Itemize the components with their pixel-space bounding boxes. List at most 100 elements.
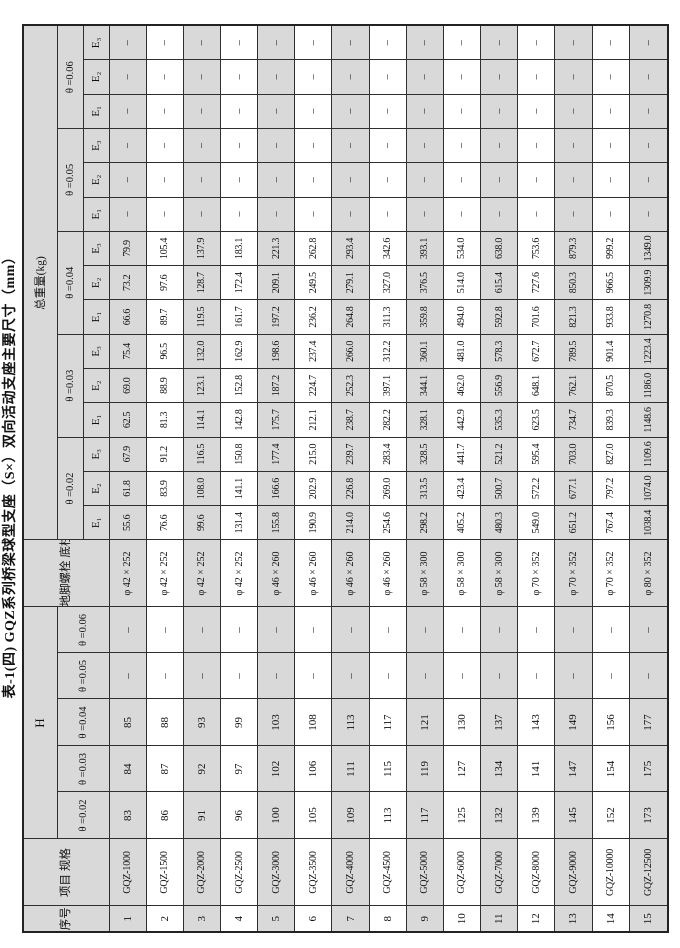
- cell-weight-11: –: [146, 128, 184, 163]
- cell-weight-11: –: [554, 128, 593, 163]
- cell-h-theta-0: 83: [109, 792, 147, 839]
- table-title: 表-1(四) GQZ系列桥梁球型支座（S×）双向活动支座主要尺寸（mm）: [3, 249, 18, 699]
- cell-weight-13: –: [554, 59, 593, 95]
- cell-weight-13: –: [257, 59, 295, 95]
- cell-weight-0: 190.9: [294, 505, 332, 540]
- cell-weight-7: 97.6: [146, 265, 184, 300]
- cell-spec: GQZ-8000: [517, 839, 555, 906]
- cell-weight-10: –: [592, 162, 630, 198]
- cell-weight-2: 91.2: [146, 437, 184, 472]
- cell-weight-7: 172.4: [220, 265, 258, 300]
- cell-weight-2: 215.0: [294, 437, 332, 472]
- header-h-theta-3: θ =0.05: [57, 653, 109, 699]
- cell-weight-5: 360.1: [406, 334, 444, 369]
- cell-weight-14: –: [331, 25, 370, 60]
- cell-bolt: φ 80 × 352: [629, 540, 668, 607]
- cell-h-theta-4: –: [443, 607, 481, 653]
- cell-weight-5: 162.9: [220, 334, 258, 369]
- cell-weight-7: 1309.9: [629, 265, 668, 300]
- cell-weight-4: 344.1: [406, 368, 444, 403]
- cell-weight-5: 789.5: [554, 334, 593, 369]
- cell-weight-2: 521.2: [480, 437, 518, 472]
- cell-weight-13: –: [109, 59, 147, 95]
- cell-h-theta-0: 173: [629, 792, 668, 839]
- cell-weight-6: 311.3: [369, 299, 407, 335]
- cell-weight-7: 73.2: [109, 265, 147, 300]
- cell-spec: GQZ-6000: [443, 839, 481, 906]
- cell-weight-13: –: [146, 59, 184, 95]
- cell-h-theta-2: 121: [406, 699, 444, 746]
- cell-weight-3: 535.3: [480, 402, 518, 438]
- header-seq: 序号: [23, 906, 109, 932]
- cell-spec: GQZ-5000: [406, 839, 444, 906]
- cell-weight-8: 221.3: [257, 231, 295, 266]
- cell-weight-1: 141.1: [220, 471, 258, 506]
- cell-weight-10: –: [517, 162, 555, 198]
- cell-seq: 10: [443, 906, 481, 932]
- header-row-2: θ =0.02 θ =0.03 θ =0.04 θ =0.05 θ =0.06 θ =0.…: [57, 25, 109, 932]
- cell-h-theta-0: 132: [480, 792, 518, 839]
- cell-weight-11: –: [331, 128, 370, 163]
- header-e2-theta-2: E₂: [83, 265, 109, 300]
- cell-weight-9: –: [517, 197, 555, 232]
- cell-weight-10: –: [554, 162, 593, 198]
- cell-h-theta-4: –: [146, 607, 184, 653]
- cell-weight-3: 114.1: [183, 402, 221, 438]
- cell-h-theta-0: 96: [220, 792, 258, 839]
- cell-weight-0: 298.2: [406, 505, 444, 540]
- cell-weight-2: 67.9: [109, 437, 147, 472]
- cell-spec: GQZ-4500: [369, 839, 407, 906]
- cell-h-theta-1: 134: [480, 746, 518, 792]
- cell-weight-0: 1038.4: [629, 505, 668, 540]
- cell-weight-13: –: [294, 59, 332, 95]
- cell-h-theta-4: –: [369, 607, 407, 653]
- cell-weight-9: –: [443, 197, 481, 232]
- cell-weight-4: 123.1: [183, 368, 221, 403]
- cell-h-theta-0: 117: [406, 792, 444, 839]
- cell-h-theta-2: 117: [369, 699, 407, 746]
- cell-h-theta-2: 177: [629, 699, 668, 746]
- header-weight-theta-3: θ =0.05: [57, 128, 83, 232]
- cell-h-theta-2: 93: [183, 699, 221, 746]
- cell-weight-7: 279.1: [331, 265, 370, 300]
- cell-weight-8: 1349.0: [629, 231, 668, 266]
- cell-weight-8: 393.1: [406, 231, 444, 266]
- cell-bolt: φ 70 × 352: [554, 540, 593, 607]
- cell-weight-14: –: [109, 25, 147, 60]
- cell-weight-5: 75.4: [109, 334, 147, 369]
- header-weight-theta-2: θ =0.04: [57, 231, 83, 335]
- cell-h-theta-4: –: [517, 607, 555, 653]
- cell-weight-14: –: [183, 25, 221, 60]
- cell-weight-10: –: [480, 162, 518, 198]
- cell-h-theta-1: 106: [294, 746, 332, 792]
- cell-weight-3: 212.1: [294, 402, 332, 438]
- cell-bolt: φ 42 × 252: [109, 540, 147, 607]
- cell-weight-3: 442.9: [443, 402, 481, 438]
- cell-h-theta-1: 84: [109, 746, 147, 792]
- header-e3-theta-0: E₃: [83, 437, 109, 472]
- cell-weight-3: 623.5: [517, 402, 555, 438]
- cell-bolt: φ 58 × 300: [443, 540, 481, 607]
- cell-bolt: φ 46 × 260: [257, 540, 295, 607]
- spec-row-13: 13 GQZ-9000 145 147 149– – φ 70 × 352 651.2 677.…: [554, 25, 593, 932]
- cell-weight-3: 734.7: [554, 402, 593, 438]
- cell-weight-1: 202.9: [294, 471, 332, 506]
- cell-weight-1: 226.8: [331, 471, 370, 506]
- cell-weight-4: 152.8: [220, 368, 258, 403]
- cell-weight-3: 238.7: [331, 402, 370, 438]
- header-weight-group: 总重量(kg): [23, 25, 57, 540]
- cell-weight-12: –: [443, 94, 481, 129]
- cell-weight-8: 999.2: [592, 231, 630, 266]
- cell-weight-5: 901.4: [592, 334, 630, 369]
- cell-seq: 9: [406, 906, 444, 932]
- cell-weight-10: –: [443, 162, 481, 198]
- cell-h-theta-2: 149: [554, 699, 593, 746]
- cell-weight-7: 615.4: [480, 265, 518, 300]
- cell-spec: GQZ-7000: [480, 839, 518, 906]
- cell-weight-2: 116.5: [183, 437, 221, 472]
- cell-weight-8: 342.6: [369, 231, 407, 266]
- cell-weight-11: –: [517, 128, 555, 163]
- cell-weight-9: –: [109, 197, 147, 232]
- cell-weight-8: 183.1: [220, 231, 258, 266]
- cell-h-theta-0: 152: [592, 792, 630, 839]
